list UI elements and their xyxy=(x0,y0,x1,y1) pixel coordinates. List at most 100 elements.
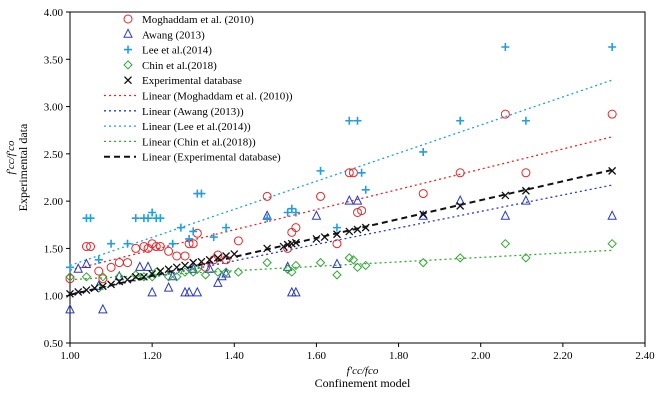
x-tick-label: 1.20 xyxy=(143,350,163,362)
data-point xyxy=(98,274,108,284)
data-point xyxy=(139,242,149,252)
data-point xyxy=(291,223,301,233)
data-point xyxy=(163,282,174,292)
data-point xyxy=(332,223,341,232)
data-point xyxy=(107,239,116,248)
data-point xyxy=(345,116,354,125)
data-point xyxy=(143,261,153,271)
data-point xyxy=(144,214,153,223)
data-point xyxy=(213,253,222,262)
data-point xyxy=(172,263,181,272)
data-point xyxy=(608,166,617,175)
y-tick-label: 1.00 xyxy=(44,291,64,303)
data-point xyxy=(217,270,227,281)
data-point xyxy=(185,234,194,243)
data-point xyxy=(607,238,617,249)
data-point xyxy=(263,244,272,253)
data-point xyxy=(332,258,342,269)
y-tick-label: 3.00 xyxy=(44,102,64,114)
x-tick-label: 1.80 xyxy=(389,350,409,362)
data-point xyxy=(123,275,132,284)
data-point xyxy=(419,210,428,219)
data-point xyxy=(456,116,465,125)
data-point xyxy=(204,263,215,273)
x-tick-label: 2.40 xyxy=(635,350,655,362)
data-point xyxy=(357,206,367,216)
axes: 1.00 1.20 1.40 1.60 1.80 2.00 2.20 2.400.501.00… xyxy=(5,7,655,390)
trendline xyxy=(69,168,613,296)
data-point xyxy=(98,282,107,291)
data-point xyxy=(263,214,272,223)
data-point xyxy=(287,267,297,277)
legend-marker xyxy=(124,45,132,54)
data-point xyxy=(312,235,321,243)
data-point xyxy=(607,109,617,119)
data-point xyxy=(315,257,326,268)
data-point xyxy=(320,233,329,242)
data-point xyxy=(131,243,141,253)
legend-label: Chin et al.(2018) xyxy=(142,60,217,72)
y-tick-label: 2.50 xyxy=(44,149,64,161)
data-point xyxy=(188,239,198,249)
data-point xyxy=(139,272,149,282)
data-point xyxy=(181,261,189,270)
data-point xyxy=(608,42,617,51)
data-point xyxy=(233,267,244,277)
y-axis-subtitle: Experimental data xyxy=(16,123,30,211)
data-point xyxy=(500,238,511,249)
data-point xyxy=(361,260,371,271)
data-point xyxy=(353,116,362,125)
data-point xyxy=(148,208,157,217)
data-point xyxy=(151,267,161,277)
data-point xyxy=(348,168,358,178)
data-point xyxy=(291,286,301,297)
data-point xyxy=(65,272,75,282)
data-point xyxy=(65,274,75,284)
data-point xyxy=(139,272,148,281)
data-point xyxy=(189,227,198,236)
legend-label: Linear (Lee et al.(2014)) xyxy=(142,121,251,133)
data-point xyxy=(419,147,428,156)
y-tick-label: 2.00 xyxy=(44,196,64,208)
x-tick-label: 2.00 xyxy=(471,350,491,362)
data-point xyxy=(352,262,363,273)
data-point xyxy=(233,236,243,246)
data-point xyxy=(262,191,272,201)
data-point xyxy=(455,253,465,263)
y-axis-title: f'cc/f'co xyxy=(5,140,17,175)
legend-label: Linear (Chin et al.(2018)) xyxy=(142,136,256,148)
data-point xyxy=(123,239,132,248)
data-point xyxy=(455,168,465,178)
trendline xyxy=(69,79,613,267)
data-point xyxy=(500,109,510,119)
data-point xyxy=(333,230,341,239)
x-tick-label: 1.60 xyxy=(307,350,327,362)
data-point xyxy=(168,239,177,248)
data-points xyxy=(65,42,617,314)
data-point xyxy=(291,208,300,217)
data-point xyxy=(348,255,359,265)
data-point xyxy=(221,267,231,278)
data-point xyxy=(74,287,83,296)
legend-marker xyxy=(123,28,133,38)
data-point xyxy=(291,260,301,271)
data-point xyxy=(316,191,326,201)
data-point xyxy=(418,257,428,268)
trendline xyxy=(69,136,613,271)
y-tick-label: 4.00 xyxy=(44,7,64,19)
data-point xyxy=(418,210,429,220)
y-tick-label: 3.50 xyxy=(44,54,64,66)
data-point xyxy=(316,166,325,175)
data-point xyxy=(213,267,223,277)
data-point xyxy=(192,264,203,274)
data-point xyxy=(65,303,75,314)
data-point xyxy=(184,286,194,297)
data-point xyxy=(192,286,203,297)
data-point xyxy=(456,201,465,210)
data-point xyxy=(94,255,103,264)
data-point xyxy=(455,195,465,205)
data-point xyxy=(180,267,190,277)
data-point xyxy=(197,257,206,266)
data-point xyxy=(94,266,104,276)
